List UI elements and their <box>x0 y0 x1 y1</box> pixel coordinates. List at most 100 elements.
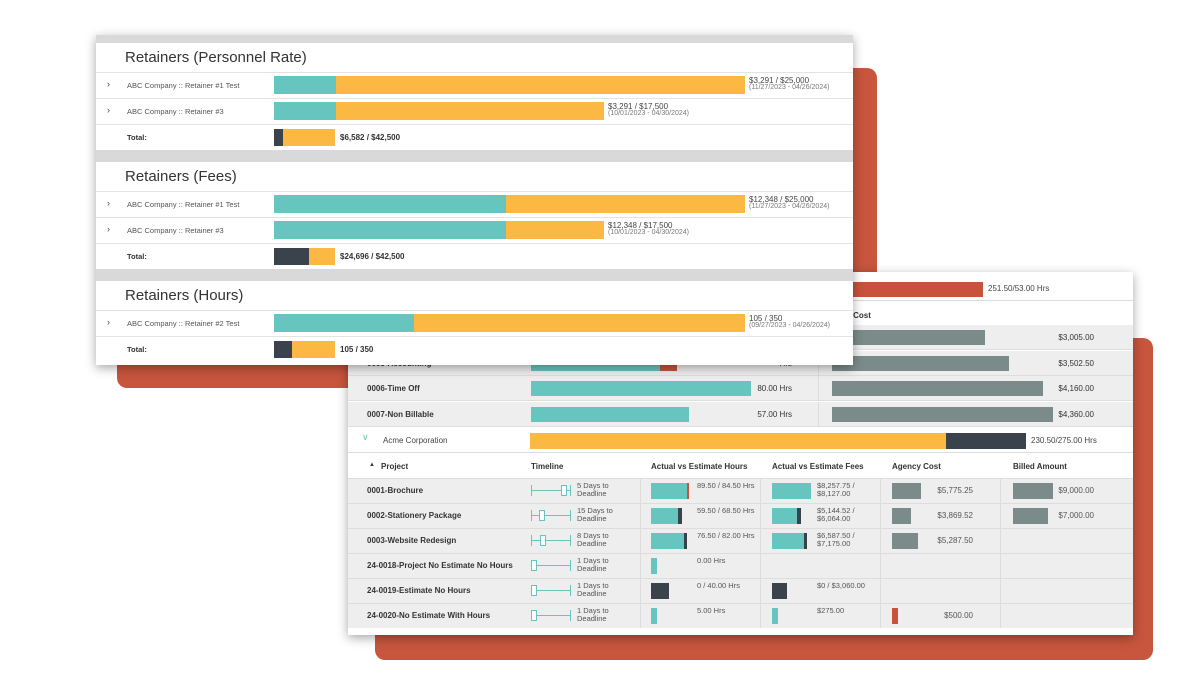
client-name: Acme Corporation <box>383 436 448 445</box>
divider <box>880 478 881 503</box>
bar <box>684 533 687 549</box>
total-title: Total: <box>127 252 147 261</box>
divider <box>1000 528 1001 553</box>
agency-label: $5,287.50 <box>937 536 973 545</box>
bar <box>772 508 797 524</box>
bar <box>678 508 682 524</box>
fees-label: $275.00 <box>817 606 845 615</box>
timeline-end <box>570 510 571 521</box>
dates: (10/01/2023 - 04/30/2024) <box>608 229 689 236</box>
row-line <box>96 243 853 244</box>
project-name: 24-0019-Estimate No Hours <box>367 586 471 595</box>
row-line <box>96 336 853 337</box>
bar <box>531 381 751 397</box>
bar <box>531 407 689 423</box>
timeline-end <box>570 560 571 571</box>
retainer-name: ABC Company :: Retainer #2 Test <box>127 319 240 328</box>
timeline-marker <box>561 485 567 496</box>
fees-label: $6,587.50 / $7,175.00 <box>817 531 855 548</box>
timeline-line <box>531 515 571 516</box>
amount: $3,291 / $17,500 <box>608 102 669 111</box>
bar <box>651 608 657 624</box>
row-line <box>96 191 853 192</box>
retainer-name: ABC Company :: Retainer #3 <box>127 107 224 116</box>
divider <box>1000 553 1001 578</box>
bar <box>274 341 292 358</box>
bar <box>892 608 898 624</box>
divider <box>1000 503 1001 528</box>
row-line <box>96 72 853 73</box>
timeline-start <box>531 510 532 521</box>
project-name: 0001-Brochure <box>367 486 424 495</box>
divider <box>880 553 881 578</box>
bar <box>892 483 921 499</box>
bar <box>651 583 669 599</box>
bar <box>804 533 807 549</box>
retainer-name: ABC Company :: Retainer #1 Test <box>127 200 240 209</box>
timeline-marker <box>531 610 537 621</box>
billed-label: $9,000.00 <box>1058 486 1094 495</box>
divider <box>640 578 641 603</box>
bar <box>946 433 1026 449</box>
row <box>348 528 1133 553</box>
bar <box>274 221 506 239</box>
divider <box>880 578 881 603</box>
divider <box>1000 603 1001 628</box>
row <box>348 503 1133 528</box>
dates: (10/01/2023 - 04/30/2024) <box>608 110 689 117</box>
bar <box>530 433 946 449</box>
timeline-line <box>531 615 571 616</box>
cost-label: $4,360.00 <box>1058 410 1094 420</box>
section-title: Retainers (Hours) <box>125 287 244 304</box>
timeline-marker <box>531 560 537 571</box>
divider <box>760 528 761 553</box>
retainer-name: ABC Company :: Retainer #1 Test <box>127 81 240 90</box>
chevron: › <box>107 79 110 89</box>
divider <box>760 603 761 628</box>
fees-label: $5,144.52 / $6,064.00 <box>817 506 855 523</box>
project-name: 24-0018-Project No Estimate No Hours <box>367 561 513 570</box>
bar <box>772 533 804 549</box>
hours-label: 80.00 Hrs <box>757 384 792 394</box>
bar <box>832 330 985 345</box>
strip <box>96 35 853 43</box>
hours-label: 5.00 Hrs <box>697 606 726 615</box>
project-name: 0002-Stationery Package <box>367 511 462 520</box>
bar <box>274 76 336 94</box>
row-line <box>96 217 853 218</box>
divider <box>1000 478 1001 503</box>
hours-label: 57.00 Hrs <box>757 410 792 420</box>
divider <box>818 402 819 428</box>
timeline-start <box>531 535 532 546</box>
row <box>348 578 1133 603</box>
bar <box>651 483 687 499</box>
chevron: › <box>107 198 110 208</box>
hours-label: 0.00 Hrs <box>697 556 726 565</box>
chevron: › <box>107 317 110 327</box>
timeline-line <box>531 590 571 591</box>
fees-label: $8,257.75 / $8,127.00 <box>817 481 855 498</box>
amount: $12,348 / $25,000 <box>749 195 814 204</box>
hours-label: 0 / 40.00 Hrs <box>697 581 740 590</box>
hours-label: 59.50 / 68.50 Hrs <box>697 506 755 515</box>
strip <box>96 269 853 281</box>
timeline-end <box>570 610 571 621</box>
divider <box>760 478 761 503</box>
bar <box>797 508 801 524</box>
divider <box>640 603 641 628</box>
total-label: 251.50/53.00 Hrs <box>988 284 1050 293</box>
timeline-line <box>531 565 571 566</box>
retainers-panel: Retainers (Personnel Rate) › ABC Company :… <box>96 35 853 365</box>
timeline-marker <box>540 535 546 546</box>
bar <box>772 583 787 599</box>
bar <box>1013 483 1053 499</box>
bar <box>506 195 745 213</box>
row <box>348 478 1133 503</box>
divider <box>760 578 761 603</box>
divider <box>880 528 881 553</box>
bar <box>274 314 414 332</box>
bar <box>309 248 335 265</box>
bar <box>832 355 1009 371</box>
divider <box>760 553 761 578</box>
